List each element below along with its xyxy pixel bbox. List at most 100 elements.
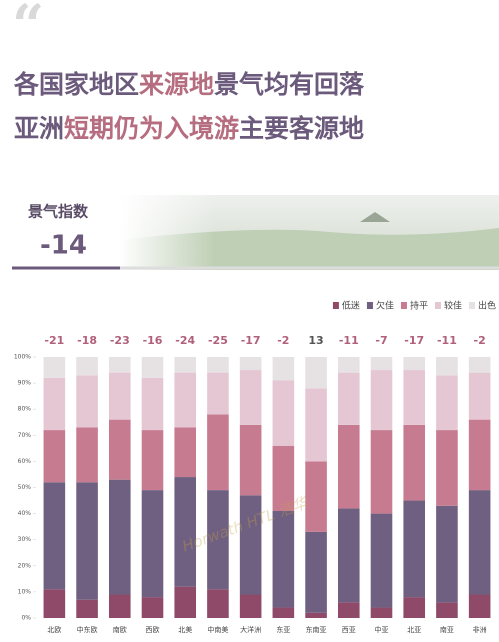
- x-tick-label: 大洋洲: [240, 625, 261, 634]
- legend-label: 出色: [478, 300, 496, 312]
- bar-segment: [108, 419, 131, 480]
- bar-segment: [174, 372, 197, 428]
- bar-segment: [305, 531, 327, 613]
- x-tick-label: 中亚: [375, 625, 389, 634]
- bar-segment: [436, 602, 458, 618]
- x-tick-label: 中南美: [207, 625, 228, 634]
- index-label: 13: [308, 334, 323, 347]
- index-label: -24: [175, 334, 195, 347]
- x-tick-label: 北亚: [407, 626, 421, 634]
- index-label: -2: [277, 334, 289, 347]
- bar-segment: [337, 372, 360, 425]
- bar-segment: [43, 357, 66, 378]
- bar-segment: [239, 370, 262, 425]
- bar-segment: [108, 479, 131, 595]
- legend-swatch: [468, 302, 475, 309]
- bar-segment: [76, 482, 98, 600]
- bar-segment: [403, 500, 426, 598]
- bar-segment: [141, 357, 164, 378]
- y-tick-label: 20%: [18, 562, 32, 569]
- bar-segment: [239, 424, 262, 496]
- index-label: -2: [474, 334, 486, 347]
- index-label: -25: [208, 334, 228, 347]
- bar-segment: [239, 357, 262, 371]
- bar-segment: [370, 430, 393, 514]
- bar-segment: [436, 505, 458, 603]
- bar-segment: [207, 490, 229, 590]
- x-tick-label: 北美: [178, 625, 192, 634]
- bar-segment: [174, 357, 197, 373]
- bar-segment: [141, 377, 164, 431]
- index-label: -11: [437, 334, 457, 347]
- index-label: -17: [241, 334, 261, 347]
- landscape-fade: [120, 195, 499, 270]
- bar-segment: [141, 430, 164, 491]
- legend-label: 欠佳: [376, 300, 394, 312]
- bar-segment: [272, 607, 295, 618]
- x-tick-label: 非洲: [473, 625, 487, 634]
- y-tick-label: 30%: [18, 536, 32, 543]
- bar-segment: [305, 388, 327, 462]
- bar-segment: [305, 357, 327, 389]
- bar-segment: [403, 370, 426, 425]
- bar-segment: [43, 377, 66, 431]
- bar-segment: [403, 357, 426, 371]
- x-tick-label: 北欧: [47, 625, 61, 634]
- bar-segment: [76, 599, 98, 618]
- y-tick-label: 50%: [18, 484, 32, 491]
- bar-segment: [272, 510, 295, 608]
- bar-segment: [403, 597, 426, 618]
- index-label: -11: [339, 334, 359, 347]
- bar-segment: [468, 419, 491, 491]
- bar-segment: [141, 490, 164, 598]
- y-tick-label: 100%: [14, 354, 31, 361]
- title-part: 短期仍为入境游: [64, 114, 239, 143]
- bar-segment: [370, 607, 393, 618]
- title-line1: 各国家地区来源地景气均有回落: [13, 70, 365, 99]
- title-part: 景气均有回落: [214, 70, 365, 99]
- bar-segment: [436, 357, 458, 376]
- y-tick-label: 40%: [18, 510, 32, 517]
- legend-label: 较佳: [444, 300, 462, 312]
- x-tick-label: 南亚: [440, 625, 454, 634]
- legend-swatch: [400, 302, 407, 309]
- legend-label: 低迷: [342, 300, 360, 312]
- title-part: 主要客源地: [239, 114, 364, 143]
- title-line2: 亚洲短期仍为入境游主要客源地: [14, 114, 364, 143]
- bar-segment: [207, 357, 229, 373]
- index-label: -7: [375, 334, 387, 347]
- bar-segment: [468, 357, 491, 373]
- index-value: -14: [40, 231, 87, 261]
- bar-segment: [207, 372, 229, 415]
- bar-segment: [76, 427, 98, 483]
- x-tick-label: 中东欧: [77, 625, 98, 634]
- bar-segment: [370, 357, 393, 371]
- y-tick-label: 10%: [18, 588, 32, 595]
- bar-segment: [370, 370, 393, 431]
- y-tick-label: 80%: [18, 406, 32, 413]
- bar-segment: [403, 424, 426, 501]
- bar-segment: [272, 445, 295, 511]
- bar-segment: [337, 602, 360, 618]
- bar-segment: [468, 594, 491, 618]
- legend-label: 持平: [410, 300, 428, 312]
- bar-segment: [337, 424, 360, 509]
- bar-segment: [174, 477, 197, 587]
- x-tick-label: 东南亚: [306, 625, 327, 634]
- index-label: -17: [404, 334, 424, 347]
- bar-segment: [272, 380, 295, 446]
- bar-segment: [43, 482, 66, 590]
- title-part: 亚洲: [14, 114, 64, 143]
- legend-swatch: [332, 302, 339, 309]
- bar-segment: [174, 586, 197, 618]
- bar-segment: [108, 372, 131, 420]
- bar-segment: [174, 427, 197, 478]
- quote-mark: “: [12, 0, 44, 59]
- bar-segment: [436, 430, 458, 506]
- bar-segment: [272, 357, 295, 381]
- y-tick-label: 90%: [18, 380, 32, 387]
- legend-swatch: [434, 302, 441, 309]
- bar-segment: [207, 414, 229, 491]
- bar-segment: [239, 495, 262, 595]
